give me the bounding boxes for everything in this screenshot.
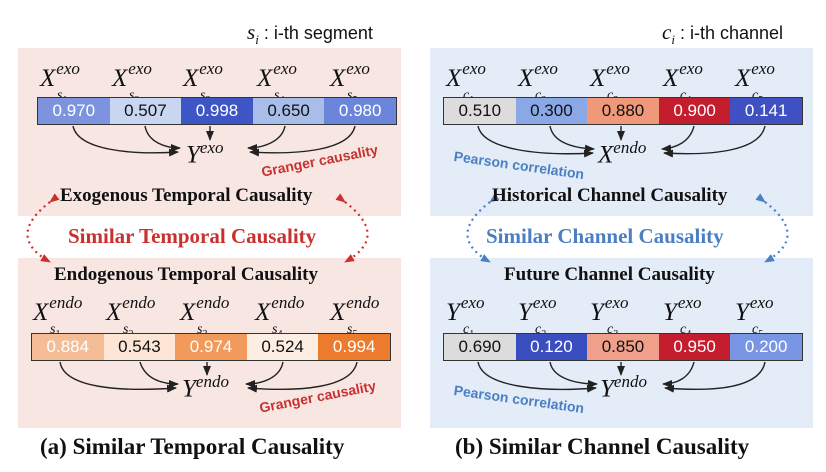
segment-note: si : i-th segment xyxy=(247,20,373,48)
right-bottom-value-cell-1: 0.690 xyxy=(444,334,516,360)
historical-channel-causality-title: Historical Channel Causality xyxy=(492,185,728,206)
left-top-value-cell-5: 0.980 xyxy=(324,98,396,124)
right-top-value-cell-2: 0.300 xyxy=(515,98,588,124)
left-top-target: Yexo xyxy=(186,138,224,169)
left-bottom-value-cell-4: 0.524 xyxy=(246,334,319,360)
caption-a: (a) Similar Temporal Causality xyxy=(40,434,345,459)
right-bottom-value-strip xyxy=(443,333,803,361)
right-bottom-value-cell-5: 0.200 xyxy=(730,334,802,360)
caption-b: (b) Similar Channel Causality xyxy=(455,434,750,459)
right-bottom-value-cell-2: 0.120 xyxy=(515,334,588,360)
exogenous-temporal-causality-title: Exogenous Temporal Causality xyxy=(60,185,313,206)
right-bottom-variable-5: Yexoc5 xyxy=(735,293,774,340)
left-top-value-strip xyxy=(37,97,397,125)
right-bottom-variable-4: Yexoc4 xyxy=(663,293,702,340)
right-top-value-cell-1: 0.510 xyxy=(444,98,516,124)
right-top-value-cell-3: 0.880 xyxy=(587,98,659,124)
left-bottom-value-cell-2: 0.543 xyxy=(103,334,176,360)
endogenous-temporal-causality-title: Endogenous Temporal Causality xyxy=(54,264,318,285)
left-bottom-arrows xyxy=(59,361,358,393)
left-bottom-variable-3: Xendos3 xyxy=(180,293,230,340)
right-bottom-value-cell-4: 0.950 xyxy=(658,334,731,360)
left-bottom-value-cell-3: 0.974 xyxy=(175,334,247,360)
future-channel-causality-title: Future Channel Causality xyxy=(504,264,715,285)
right-top-arrows xyxy=(477,125,766,158)
channel-note: ci : i-th channel xyxy=(662,20,784,48)
left-top-value-cell-4: 0.650 xyxy=(252,98,325,124)
right-top-value-strip xyxy=(443,97,803,125)
right-bottom-variable-2: Yexoc2 xyxy=(518,293,557,340)
left-top-value-cell-2: 0.507 xyxy=(109,98,182,124)
left-top-arrows xyxy=(72,125,356,157)
right-bottom-variable-3: Yexoc3 xyxy=(590,293,629,340)
right-bottom-target: Yendo xyxy=(600,372,647,403)
right-top-value-cell-4: 0.900 xyxy=(658,98,731,124)
left-bottom-value-cell-1: 0.884 xyxy=(32,334,104,360)
similar-temporal-causality-title: Similar Temporal Causality xyxy=(68,224,317,248)
left-top-value-cell-3: 0.998 xyxy=(181,98,253,124)
right-bottom-arrows xyxy=(477,361,766,393)
left-bottom-variable-1: Xendos1 xyxy=(33,293,83,340)
left-top-value-cell-1: 0.970 xyxy=(38,98,110,124)
left-bottom-target: Yendo xyxy=(182,372,229,403)
left-bottom-value-cell-5: 0.994 xyxy=(318,334,390,360)
left-bottom-value-strip xyxy=(31,333,391,361)
right-bottom-variable-1: Yexoc1 xyxy=(446,293,485,340)
right-top-value-cell-5: 0.141 xyxy=(730,98,802,124)
right-bottom-value-cell-3: 0.850 xyxy=(587,334,659,360)
right-top-target: Xendo xyxy=(598,138,647,169)
similar-channel-causality-title: Similar Channel Causality xyxy=(486,224,724,248)
